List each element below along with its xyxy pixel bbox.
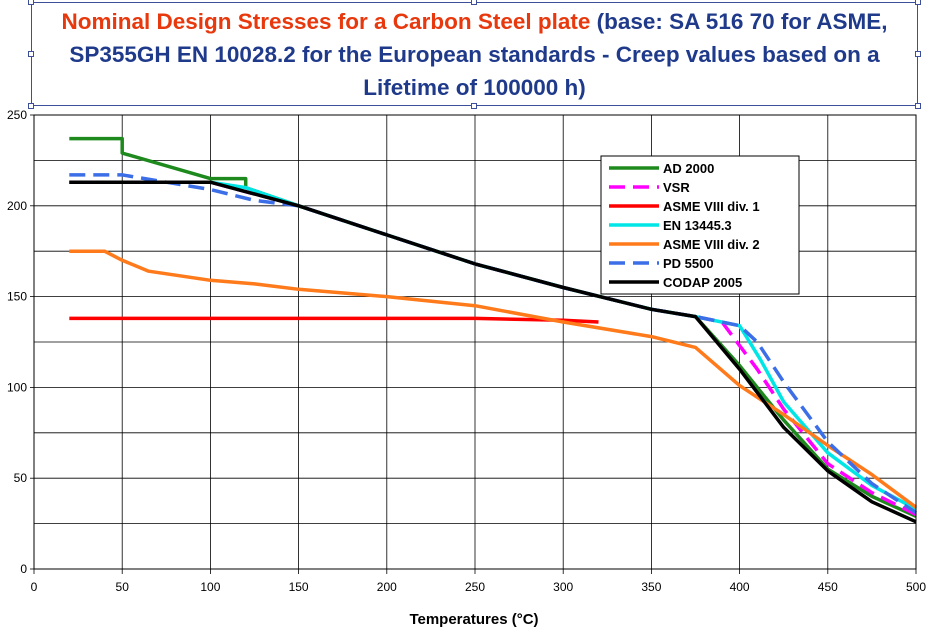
- resize-handle-bl[interactable]: [28, 103, 34, 109]
- y-tick-label: 150: [7, 290, 27, 304]
- x-tick-label: 400: [730, 580, 750, 594]
- x-tick-label: 200: [377, 580, 397, 594]
- chart-title: Nominal Design Stresses for a Carbon Ste…: [31, 2, 918, 106]
- resize-handle-tr[interactable]: [915, 0, 921, 5]
- x-tick-label: 150: [289, 580, 309, 594]
- legend-label: ASME VIII div. 1: [663, 199, 760, 214]
- x-tick-label: 350: [641, 580, 661, 594]
- x-tick-label: 450: [818, 580, 838, 594]
- resize-handle-tc[interactable]: [471, 0, 477, 5]
- plot-frame: [33, 114, 917, 570]
- series-line-codap-2005: [69, 180, 917, 524]
- resize-handle-ml[interactable]: [28, 51, 34, 57]
- x-tick-label: 50: [116, 580, 130, 594]
- series-line-asme-viii-div-1: [69, 316, 599, 324]
- legend-label: CODAP 2005: [663, 275, 742, 290]
- x-tick-label: 300: [553, 580, 573, 594]
- resize-handle-bc[interactable]: [471, 103, 477, 109]
- x-axis-title: Temperatures (°C): [409, 611, 538, 627]
- y-tick-label: 100: [7, 380, 27, 394]
- legend-label: PD 5500: [663, 256, 714, 271]
- x-tick-label: 0: [31, 580, 38, 594]
- legend-label: VSR: [663, 180, 690, 195]
- y-tick-label: 200: [7, 199, 27, 213]
- resize-handle-mr[interactable]: [915, 51, 921, 57]
- y-tick-label: 250: [7, 108, 27, 122]
- resize-handle-br[interactable]: [915, 103, 921, 109]
- y-tick-label: 0: [20, 562, 27, 576]
- x-tick-label: 250: [465, 580, 485, 594]
- resize-handle-tl[interactable]: [28, 0, 34, 5]
- legend-label: ASME VIII div. 2: [663, 237, 760, 252]
- legend-label: AD 2000: [663, 161, 714, 176]
- legend-label: EN 13445.3: [663, 218, 732, 233]
- y-tick-label: 50: [14, 471, 28, 485]
- x-tick-label: 100: [200, 580, 220, 594]
- x-tick-label: 500: [906, 580, 926, 594]
- chart-title-main: Nominal Design Stresses for a Carbon Ste…: [61, 9, 591, 34]
- series-line-asme-viii-div-2: [69, 249, 918, 509]
- chart-title-subtitle: (base: SA 516 70 for ASME, SP355GH EN 10…: [69, 9, 888, 100]
